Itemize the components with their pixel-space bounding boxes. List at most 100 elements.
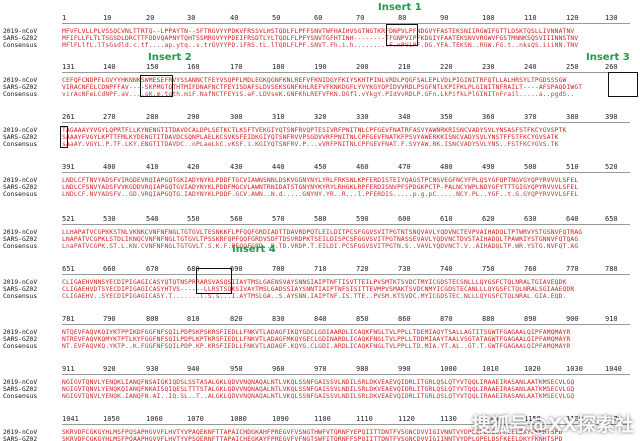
ruler-tick-label: 380 <box>566 113 579 121</box>
ruler-tick-label: 290 <box>187 113 200 121</box>
ruler-tick-label: 1041 <box>62 415 79 423</box>
row-label: Consensus <box>3 91 38 99</box>
sequence-row-cons: sAaAY.VGYL.P.TF.LKY.ENGTITDAVDC..nPLaeLk… <box>62 141 559 149</box>
ruler-tick-label: 10 <box>103 14 112 22</box>
sequence-row-seq1: NGIGVTQNVLYENQKLIANQFNSAIGKIQDSLSSTASALG… <box>62 379 575 386</box>
ruler-tick-label: 270 <box>103 113 116 121</box>
ruler-tick-label: 1110 <box>356 415 373 423</box>
ruler-tick-label: 651 <box>62 265 75 273</box>
ruler-tick-label: 180 <box>272 63 285 71</box>
ruler-tick-label: 530 <box>103 215 116 223</box>
ruler-tick-label: 900 <box>566 315 579 323</box>
ruler-tick-label: 670 <box>146 265 159 273</box>
row-label: SARS-GZ02 <box>3 436 38 441</box>
ruler-tick-label: 960 <box>272 365 285 373</box>
ruler-tick-label: 220 <box>440 63 453 71</box>
ruler-tick-label: 970 <box>314 365 327 373</box>
ruler-tick-label: 620 <box>482 215 495 223</box>
ruler-tick-label: 170 <box>230 63 243 71</box>
alignment-block: 391 400 410 420 430 440 450 460 470 480 490 500 510 5… <box>0 163 640 207</box>
ruler-tick-label: 260 <box>605 63 618 71</box>
ruler-tick-label: 770 <box>566 265 579 273</box>
ruler-tick-label: 950 <box>230 365 243 373</box>
ruler-tick-label: 590 <box>356 215 369 223</box>
row-label: SARS-GZ02 <box>3 184 38 192</box>
ruler-tick-label: 160 <box>187 63 200 71</box>
sequence-row-cons: MFlFLlfL.lTsGsdld.c.tf....ap.ytq..s.trGV… <box>62 42 579 50</box>
ruler-tick-label: 830 <box>272 315 285 323</box>
ruler-line <box>62 224 630 225</box>
sequence-row-seq2: CLIGAEHVDTSYECDIPIGAGICASYHTVS------LLRS… <box>62 286 575 294</box>
ruler-tick-label: 640 <box>566 215 579 223</box>
row-label: SARS-GZ02 <box>3 134 38 142</box>
ruler-tick-label: 370 <box>524 113 537 121</box>
ruler-tick-label: 1160 <box>566 415 583 423</box>
ruler-tick-label: 500 <box>524 163 537 171</box>
ruler-tick-label: 30 <box>187 14 196 22</box>
ruler-tick-label: 240 <box>524 63 537 71</box>
ruler-tick-label: 680 <box>187 265 200 273</box>
ruler-tick-label: 440 <box>272 163 285 171</box>
ruler-tick-label: 781 <box>62 315 75 323</box>
alignment-block: 911 920 930 940 950 960 970 980 990 1000 1010 1020 1… <box>0 365 640 409</box>
insert-highlight-box <box>140 75 173 97</box>
ruler-tick-label: 700 <box>272 265 285 273</box>
ruler-tick-label: 360 <box>482 113 495 121</box>
ruler-line <box>62 424 630 425</box>
row-label: 2019-nCoV <box>3 177 38 184</box>
row-label: SARS-GZ02 <box>3 386 38 394</box>
ruler-tick-label: 930 <box>146 365 159 373</box>
ruler-tick-label: 810 <box>187 315 200 323</box>
row-label: Consensus <box>3 343 38 351</box>
ruler-tick-label: 1120 <box>398 415 415 423</box>
ruler-line <box>62 122 630 123</box>
row-label: SARS-GZ02 <box>3 35 38 43</box>
ruler-tick-label: 600 <box>398 215 411 223</box>
ruler-tick-label: 280 <box>146 113 159 121</box>
ruler-tick-label: 800 <box>146 315 159 323</box>
alignment-block: 261 270 280 290 300 310 320 330 340 350 360 370 380 3… <box>0 113 640 157</box>
ruler-tick-label: 210 <box>398 63 411 71</box>
insert-title: Insert 3 <box>586 52 630 63</box>
ruler-tick-label: 560 <box>230 215 243 223</box>
ruler-tick-label: 1050 <box>103 415 120 423</box>
ruler-tick-label: 1040 <box>605 365 622 373</box>
ruler-tick-label: 150 <box>146 63 159 71</box>
ruler-tick-label: 1140 <box>482 415 499 423</box>
ruler-tick-label: 1080 <box>230 415 247 423</box>
row-label: Consensus <box>3 393 38 401</box>
row-label: Consensus <box>3 293 38 301</box>
ruler-tick-label: 710 <box>314 265 327 273</box>
ruler-tick-label: 570 <box>272 215 285 223</box>
ruler-tick-label: 521 <box>62 215 75 223</box>
ruler-tick-label: 820 <box>230 315 243 323</box>
ruler-tick-label: 1020 <box>524 365 541 373</box>
ruler-tick-label: 880 <box>482 315 495 323</box>
ruler-tick-label: 320 <box>314 113 327 121</box>
insert-highlight-box <box>196 268 232 294</box>
insert-continuation-box <box>60 126 68 148</box>
ruler-tick-label: 390 <box>605 113 618 121</box>
ruler-tick-label: 720 <box>356 265 369 273</box>
sequence-row-cons: virAcNFeLCdNPF.aV....sK.m.tqth.miF.NafNC… <box>62 91 575 99</box>
ruler-line <box>62 172 630 173</box>
ruler-tick-label: 860 <box>398 315 411 323</box>
ruler-tick-label: 1000 <box>440 365 457 373</box>
ruler-tick-label: 760 <box>524 265 537 273</box>
ruler-tick-label: 250 <box>566 63 579 71</box>
insert-title: Insert 1 <box>378 2 422 13</box>
sequence-row-seq1: LLHAPATVCGPKKSTNLVKNKCVNFNFNGLTGTGVLTESN… <box>62 229 583 236</box>
ruler-tick-label: 510 <box>566 163 579 171</box>
ruler-tick-label: 1090 <box>272 415 289 423</box>
ruler-tick-label: 190 <box>314 63 327 71</box>
sequence-row-cons: NGIGVTQNVLYENQK.IANQFN.AI..IQ.SL..T..ALG… <box>62 393 575 401</box>
ruler-tick-label: 1100 <box>314 415 331 423</box>
ruler-tick-label: 1060 <box>146 415 163 423</box>
ruler-tick-label: 100 <box>482 14 495 22</box>
sequence-row-seq2: LNDLCFSNVYADSFVVKGDDVRQIAPGQTGVIADYNYKLP… <box>62 184 579 192</box>
ruler-tick-label: 460 <box>356 163 369 171</box>
ruler-tick-label: 90 <box>440 14 449 22</box>
ruler-line <box>62 72 630 73</box>
ruler-tick-label: 470 <box>398 163 411 171</box>
